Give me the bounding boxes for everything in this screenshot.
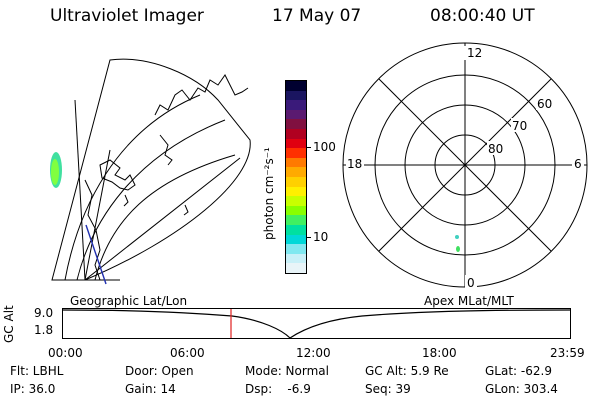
colorbar-label: photon cm⁻²s⁻¹ bbox=[262, 147, 276, 240]
lon-line bbox=[84, 149, 111, 281]
mlt-label-6: 6 bbox=[574, 157, 582, 171]
timeline-ytick-top: 9.0 bbox=[34, 306, 54, 320]
label-bg bbox=[458, 46, 476, 60]
label-bg bbox=[465, 275, 477, 289]
altitude-curve bbox=[62, 309, 571, 339]
colorbar-tick-10: 10 bbox=[313, 230, 329, 244]
status-ip: IP: 36.0 bbox=[10, 382, 56, 396]
map-frame bbox=[51, 58, 251, 281]
colorbar-band bbox=[286, 148, 306, 158]
lat-arc bbox=[94, 154, 236, 281]
lat-label-70: 70 bbox=[512, 119, 527, 133]
lon-line bbox=[84, 157, 241, 281]
coastline bbox=[84, 179, 101, 281]
timeline-xtick-2359: 23:59 bbox=[550, 346, 585, 360]
colorbar-tick bbox=[306, 237, 311, 238]
label-bg bbox=[511, 118, 531, 132]
colorbar-band bbox=[286, 138, 306, 149]
status-gain: Gain: 14 bbox=[125, 382, 176, 396]
timeline-frame bbox=[62, 308, 571, 339]
label-bg bbox=[536, 96, 556, 110]
coastline bbox=[123, 194, 129, 207]
colorbar-band bbox=[286, 167, 306, 177]
polar-plot: 12 18 6 0 60 70 80 bbox=[342, 42, 588, 290]
colorbar bbox=[285, 80, 307, 274]
timeline-plot bbox=[62, 308, 571, 339]
status-seq: Seq: 39 bbox=[365, 382, 411, 396]
mlt-label-0: 0 bbox=[467, 276, 475, 290]
colorbar-gradient bbox=[286, 81, 306, 273]
colorbar-band bbox=[286, 90, 306, 101]
status-mode: Mode: Normal bbox=[245, 364, 329, 378]
orbit-trace bbox=[85, 224, 107, 285]
colorbar-tick bbox=[306, 147, 311, 148]
status-glat: GLat: -62.9 bbox=[485, 364, 552, 378]
coastline bbox=[159, 134, 173, 166]
colorbar-band bbox=[286, 224, 306, 235]
timeline-left-label: Geographic Lat/Lon bbox=[70, 294, 188, 308]
colorbar-band bbox=[286, 81, 306, 91]
colorbar-band bbox=[286, 253, 306, 264]
status-glon: GLon: 303.4 bbox=[485, 382, 558, 396]
colorbar-band bbox=[286, 263, 306, 273]
mlt-label-12: 12 bbox=[467, 46, 482, 60]
date-label: 17 May 07 bbox=[272, 6, 362, 26]
label-bg bbox=[346, 157, 364, 171]
status-gc-alt: GC Alt: 5.9 Re bbox=[365, 364, 449, 378]
colorbar-band bbox=[286, 196, 306, 206]
lat-arc bbox=[76, 119, 226, 281]
colorbar-band bbox=[286, 109, 306, 120]
aurora-core bbox=[51, 159, 59, 185]
colorbar-band bbox=[286, 100, 306, 110]
timeline-xtick-0000: 00:00 bbox=[48, 346, 83, 360]
polar-diagonal bbox=[378, 78, 552, 252]
timeline-xtick-0600: 06:00 bbox=[170, 346, 205, 360]
colorbar-band bbox=[286, 128, 306, 139]
colorbar-band bbox=[286, 186, 306, 197]
lat-label-80: 80 bbox=[488, 142, 503, 156]
coastline bbox=[154, 74, 249, 116]
status-dsp: Dsp: -6.9 bbox=[245, 382, 311, 396]
time-label: 08:00:40 UT bbox=[430, 6, 535, 26]
timeline-ytick-bottom: 1.8 bbox=[34, 323, 54, 337]
geographic-map bbox=[50, 58, 251, 285]
label-bg bbox=[487, 141, 507, 155]
instrument-title: Ultraviolet Imager bbox=[50, 6, 204, 26]
timeline-xtick-1800: 18:00 bbox=[422, 346, 457, 360]
timeline-xtick-1200: 12:00 bbox=[296, 346, 331, 360]
colorbar-band bbox=[286, 119, 306, 129]
mlt-label-18: 18 bbox=[347, 157, 362, 171]
lon-line bbox=[74, 99, 86, 281]
status-door: Door: Open bbox=[125, 364, 194, 378]
colorbar-band bbox=[286, 244, 306, 254]
coastline bbox=[183, 204, 189, 216]
coastline bbox=[99, 159, 136, 191]
colorbar-band bbox=[286, 215, 306, 225]
aurora-dot bbox=[455, 235, 459, 239]
status-filter: Flt: LBHL bbox=[10, 364, 64, 378]
colorbar-band bbox=[286, 205, 306, 216]
colorbar-band bbox=[286, 234, 306, 245]
lat-arc bbox=[64, 94, 201, 281]
timeline-ylabel: GC Alt bbox=[2, 305, 16, 343]
timeline-right-label: Apex MLat/MLT bbox=[424, 294, 514, 308]
colorbar-tick-100: 100 bbox=[313, 140, 336, 154]
lat-label-60: 60 bbox=[537, 97, 552, 111]
label-bg bbox=[572, 157, 584, 171]
colorbar-band bbox=[286, 176, 306, 187]
aurora-dot bbox=[456, 246, 460, 252]
colorbar-band bbox=[286, 157, 306, 168]
